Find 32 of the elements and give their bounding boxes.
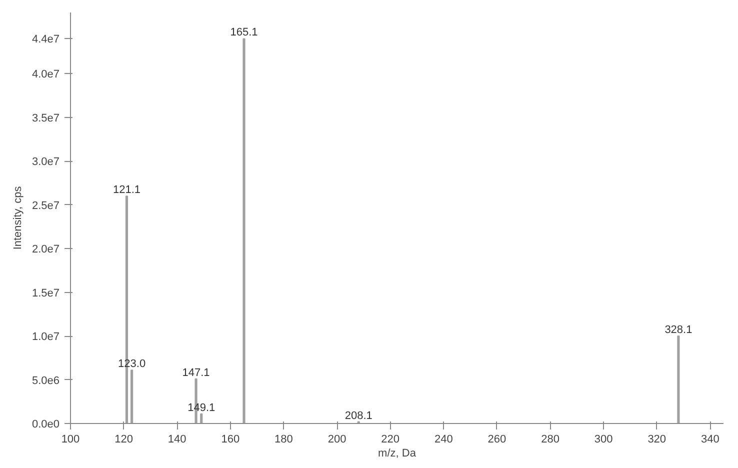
annotation: 208.1 (344, 410, 372, 422)
x-tick-label: 220 (381, 434, 400, 446)
x-tick-label: 140 (168, 434, 186, 446)
y-axis-title: Intensity, cps (12, 186, 24, 250)
x-tick-label: 280 (541, 434, 560, 446)
x-tick-label: 340 (700, 434, 720, 446)
y-tick-label: 4.4e7 (32, 34, 60, 46)
y-tick-label: 0.0e0 (32, 418, 60, 430)
x-tick-label: 120 (114, 434, 133, 446)
y-tick-label: 1.5e7 (32, 287, 60, 300)
annotation: 165.1 (230, 26, 258, 39)
x-tick-label: 320 (648, 434, 666, 446)
y-tick-label: 3.5e7 (32, 112, 60, 124)
y-tick-label: 3.0e7 (32, 156, 60, 168)
x-tick-label: 160 (221, 434, 240, 446)
y-tick-label: 4.0e7 (32, 68, 60, 81)
x-tick-label: 200 (328, 434, 346, 446)
x-tick-label: 100 (61, 434, 80, 446)
annotation: 147.1 (182, 366, 210, 379)
annotation: 328.1 (664, 324, 692, 336)
x-tick-label: 240 (434, 434, 453, 446)
x-tick-label: 260 (488, 434, 506, 446)
x-tick-label: 180 (274, 434, 293, 446)
y-tick-label: 5.0e6 (32, 374, 60, 387)
y-tick-label: 1.0e7 (32, 331, 60, 344)
y-tick-label: 2.0e7 (32, 244, 60, 256)
x-tick-label: 300 (594, 434, 613, 446)
annotation: 123.0 (118, 358, 146, 370)
annotation: 149.1 (188, 402, 216, 414)
x-axis-title: m/z, Da (378, 448, 417, 460)
annotation: 121.1 (112, 184, 141, 196)
y-tick-label: 2.5e7 (32, 200, 60, 212)
